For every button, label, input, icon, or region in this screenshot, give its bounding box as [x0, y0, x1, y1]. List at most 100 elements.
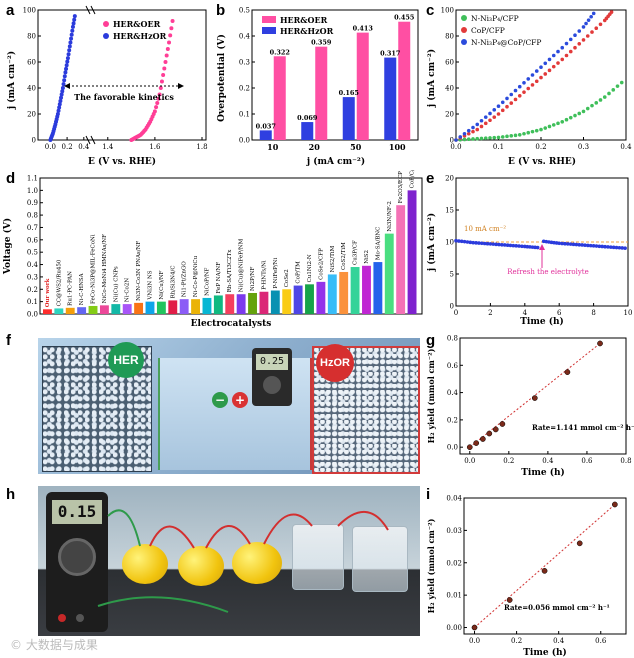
- data-point: [65, 56, 70, 61]
- data-point: [611, 501, 618, 508]
- data-point: [530, 245, 535, 249]
- data-point: [500, 135, 505, 139]
- data-point: [462, 137, 467, 142]
- data-point: [611, 88, 616, 92]
- data-point: [600, 244, 604, 249]
- category-label: Ni3N-Co3N PNAs/NF: [136, 241, 142, 301]
- x-axis-label: E (V vs. RHE): [508, 156, 576, 167]
- y-axis-label: j (mA cm⁻²): [6, 51, 17, 110]
- data-point: [568, 115, 573, 120]
- tick-label: 10: [624, 309, 633, 317]
- data-point: [581, 38, 586, 42]
- data-point: [466, 131, 471, 136]
- bar: [384, 233, 394, 314]
- data-point: [598, 98, 603, 102]
- data-point: [508, 243, 513, 248]
- data-point: [560, 241, 564, 246]
- data-point: [477, 241, 481, 245]
- data-point: [471, 129, 475, 134]
- x-axis-label: Time (h): [520, 316, 564, 327]
- panel-label: i: [426, 486, 431, 503]
- tick-label: 0.0: [239, 137, 250, 145]
- data-point: [577, 111, 582, 116]
- tick-label: 0.6: [447, 362, 459, 370]
- data-point: [496, 104, 501, 108]
- category-label: CoP/C/Cu3P: [410, 170, 416, 188]
- data-point: [473, 440, 480, 446]
- data-point: [509, 92, 514, 97]
- tick-label: 0.4: [447, 389, 459, 397]
- panel-a: a 0 20 40 60 80 100 0.0 0.2 0.4 1.4 1.6 1.8 The fa…: [0, 0, 212, 170]
- tick-label: 0.0: [447, 444, 458, 452]
- y-axis-ticks: 0 20 40 60 80 100: [23, 7, 41, 145]
- tick-label: 0.6: [595, 637, 607, 645]
- data-point: [494, 242, 498, 247]
- category-label: Cu1Ni2-N: [307, 254, 313, 282]
- x-axis-ticks: 0.0 0.2 0.4 1.4 1.6 1.8: [45, 137, 208, 151]
- tick-label: 1.8: [196, 143, 207, 151]
- tick-label: 0.2: [447, 416, 458, 424]
- data-point: [155, 100, 160, 105]
- panel-label: e: [426, 170, 435, 187]
- data-point: [564, 41, 569, 46]
- data-label: 0.317: [380, 50, 400, 58]
- data-point: [576, 540, 583, 547]
- data-point: [568, 49, 573, 54]
- data-point: [615, 84, 620, 88]
- category-label: CC@WS2/Ru450: [55, 259, 62, 306]
- annotation: The favorable kinetics: [74, 92, 174, 102]
- tick-label: 60: [445, 59, 454, 67]
- tick-label: 0.0: [450, 143, 461, 151]
- data-point: [534, 128, 539, 133]
- y-axis-label: Overpotential (V): [216, 34, 227, 122]
- data-point: [539, 75, 543, 80]
- panel-label: b: [216, 2, 226, 19]
- data-point: [159, 79, 164, 84]
- data-point: [483, 121, 488, 126]
- tick-label: 15: [445, 207, 454, 215]
- tick-label: 0.2: [62, 143, 73, 151]
- data-point: [471, 624, 478, 631]
- data-point: [597, 340, 603, 347]
- tick-label: 0.5: [239, 7, 250, 15]
- data-point: [471, 125, 475, 130]
- data-point: [541, 568, 548, 574]
- data-point: [459, 239, 464, 244]
- data-point: [623, 246, 627, 250]
- data-point: [534, 69, 539, 73]
- data-point: [585, 34, 590, 38]
- data-point: [466, 137, 471, 142]
- data-point: [581, 109, 586, 114]
- data-point: [465, 240, 470, 244]
- tick-label: 8: [591, 309, 595, 317]
- data-point: [535, 245, 540, 250]
- tick-label: 0.03: [446, 527, 462, 535]
- data-point: [547, 68, 552, 73]
- tick-label: 0.3: [27, 273, 38, 281]
- data-point: [167, 40, 172, 45]
- category-label: P-NiFeP/Ni: [273, 258, 279, 289]
- tick-label: 0.0: [469, 637, 480, 645]
- data-point: [483, 136, 488, 140]
- panel-label: a: [6, 2, 15, 19]
- tick-label: 0.4: [27, 261, 39, 269]
- tick-label: 0.2: [27, 286, 38, 294]
- data-point: [67, 44, 72, 49]
- rate-label: Rate=1.141 mmol cm⁻² h⁻¹: [532, 423, 634, 432]
- category-label: Fe2O3/ECP: [398, 171, 404, 203]
- data-point: [492, 426, 499, 433]
- tick-label: 40: [27, 85, 36, 93]
- tick-label: 0: [32, 137, 36, 145]
- category-label: Cu3P/CF: [353, 240, 359, 265]
- hzor-electrode-photo: [312, 346, 420, 474]
- chart-a: 0 20 40 60 80 100 0.0 0.2 0.4 1.4 1.6 1.8 The favo…: [6, 5, 208, 167]
- data-point: [64, 63, 69, 68]
- meter-port-red: [58, 614, 66, 622]
- data-point: [462, 131, 467, 136]
- data-point: [492, 115, 497, 119]
- data-point: [70, 28, 75, 33]
- legend-item: N-Ni₃P₄@CoP/CFP: [471, 38, 541, 47]
- category-label: FeP NA/NF: [216, 262, 222, 294]
- data-point: [564, 117, 569, 122]
- reference-label: 10 mA cm⁻²: [464, 225, 506, 233]
